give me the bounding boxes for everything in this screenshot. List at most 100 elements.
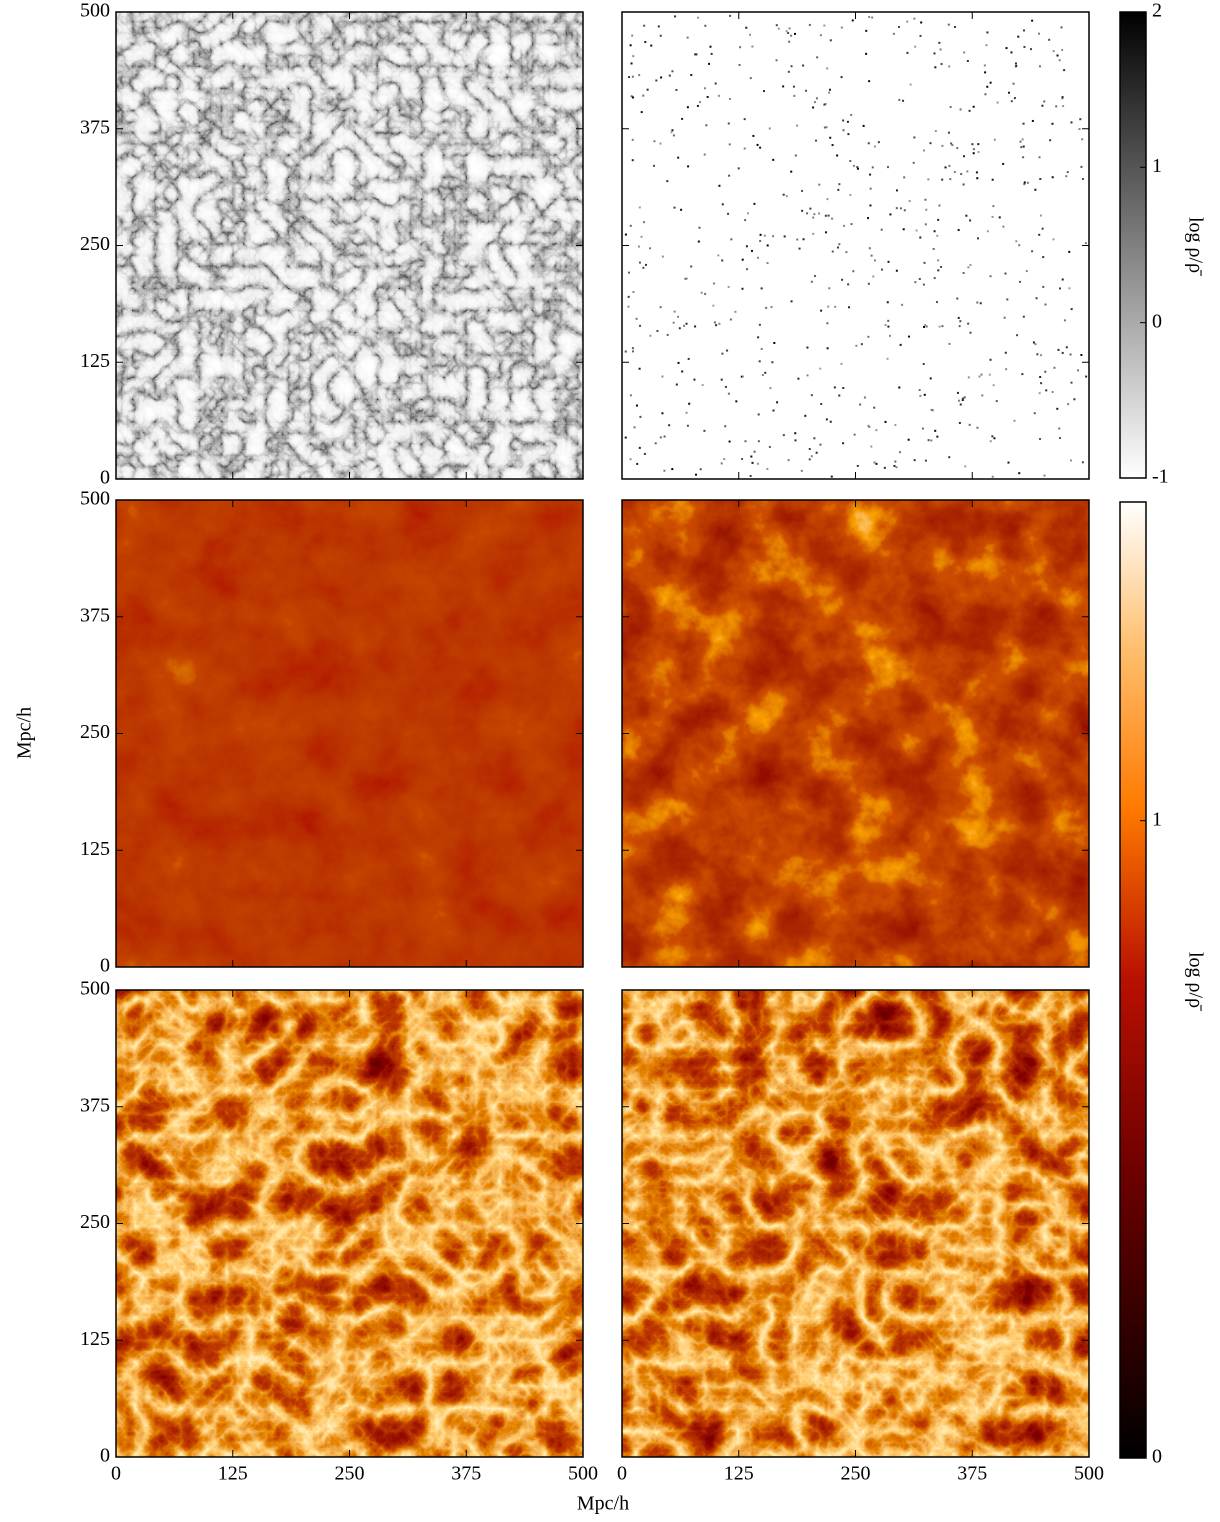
particle — [681, 370, 684, 373]
particle — [1039, 437, 1042, 440]
particle — [949, 106, 952, 109]
particle — [690, 265, 693, 268]
x-tick-label: 125 — [724, 1463, 754, 1485]
particle — [816, 97, 819, 100]
particle — [975, 171, 978, 174]
particle — [1014, 62, 1017, 65]
y-tick-label: 375 — [80, 116, 110, 138]
particle — [978, 375, 981, 378]
particle — [826, 347, 829, 350]
particle — [695, 473, 698, 476]
particle — [969, 331, 972, 334]
particle — [809, 207, 812, 210]
y-tick-label: 500 — [80, 978, 110, 1000]
particle — [813, 213, 816, 216]
particle — [976, 301, 979, 304]
y-tick-label: 375 — [80, 1094, 110, 1116]
particle — [961, 398, 964, 401]
particle — [810, 394, 813, 397]
particle — [868, 16, 871, 19]
particle — [848, 306, 851, 309]
particle — [1081, 138, 1084, 141]
particle — [1004, 272, 1007, 275]
particle — [1062, 105, 1065, 108]
particle — [895, 466, 898, 469]
particle — [1058, 427, 1061, 430]
particle — [638, 446, 641, 449]
x-tick-label: 0 — [617, 1463, 627, 1485]
particle — [650, 44, 653, 47]
particle — [673, 206, 676, 209]
particle — [629, 44, 632, 47]
particle — [1061, 48, 1064, 51]
particle — [820, 309, 823, 312]
particle — [971, 143, 974, 146]
particle — [1042, 285, 1045, 288]
panel-image — [622, 500, 1089, 967]
colorbar-tick-label: 0 — [1152, 310, 1162, 332]
particle — [902, 99, 905, 102]
colorbar — [1120, 502, 1146, 1458]
particle — [808, 458, 811, 461]
particle — [1018, 472, 1021, 475]
particle — [629, 394, 632, 397]
particle — [872, 275, 875, 278]
colorbar — [1120, 12, 1146, 478]
particle — [1023, 45, 1026, 48]
particle — [925, 325, 928, 328]
particle — [1025, 270, 1028, 273]
particle — [1022, 315, 1025, 318]
particle — [873, 145, 876, 148]
particle — [735, 400, 738, 403]
particle — [772, 158, 775, 161]
particle — [929, 377, 932, 380]
particle — [941, 178, 944, 181]
particle — [661, 412, 664, 415]
particle — [1070, 308, 1073, 311]
particle — [948, 456, 951, 459]
particle — [893, 464, 896, 467]
particle — [659, 436, 662, 439]
particle — [957, 229, 960, 232]
particle — [922, 149, 925, 152]
particle — [913, 136, 916, 139]
particle — [837, 188, 840, 191]
particle — [745, 26, 748, 29]
particle — [1023, 181, 1026, 184]
particle — [868, 80, 871, 83]
particle — [824, 214, 827, 217]
particle — [1058, 59, 1061, 62]
colorbar-label: log ρ/ρ̄ — [1184, 217, 1206, 277]
particle — [796, 238, 799, 241]
particle — [871, 166, 874, 169]
particle — [823, 24, 826, 27]
particle — [1056, 407, 1059, 410]
particle — [992, 205, 995, 208]
particle — [627, 295, 630, 298]
particle — [933, 230, 936, 233]
particle — [627, 271, 630, 274]
particle — [934, 66, 937, 69]
y-tick-label: 125 — [80, 838, 110, 860]
particle — [640, 235, 643, 238]
particle — [812, 106, 815, 109]
particle — [877, 141, 880, 144]
particle — [706, 96, 709, 99]
particle — [721, 352, 724, 355]
particle — [986, 31, 989, 34]
particle — [1038, 392, 1041, 395]
particle — [1015, 240, 1018, 243]
particle — [627, 305, 630, 308]
particle — [830, 475, 833, 478]
y-tick-label: 500 — [80, 0, 110, 22]
particle — [1038, 233, 1041, 236]
particle — [635, 404, 638, 407]
particle — [741, 458, 744, 461]
particle — [886, 357, 889, 360]
particle — [782, 193, 785, 196]
panel-image — [622, 990, 1089, 1457]
particle — [687, 165, 690, 168]
particle — [947, 23, 950, 26]
colorbar-tick-label: 1 — [1152, 808, 1162, 830]
y-tick-label: 0 — [100, 467, 110, 489]
